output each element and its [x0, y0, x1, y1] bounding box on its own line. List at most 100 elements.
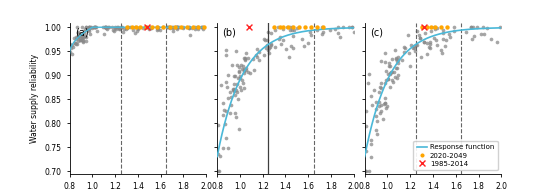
Point: [473, 26, 482, 29]
Point: [243, 56, 252, 59]
Point: [438, 29, 447, 32]
Point: [101, 26, 110, 29]
Point: [223, 86, 232, 89]
Point: [372, 115, 380, 118]
Point: [380, 101, 389, 104]
Point: [278, 38, 287, 41]
Point: [380, 61, 389, 64]
Point: [384, 77, 393, 81]
Point: [170, 26, 179, 29]
Point: [417, 26, 426, 29]
Point: [197, 26, 206, 29]
Point: [73, 36, 82, 39]
Point: [276, 35, 285, 39]
Point: [365, 73, 374, 76]
Point: [238, 67, 247, 71]
Point: [71, 43, 80, 46]
Point: [271, 46, 280, 49]
Point: [394, 61, 403, 64]
Text: (a): (a): [75, 28, 89, 38]
Point: [306, 30, 315, 33]
Point: [233, 82, 242, 86]
Point: [216, 154, 224, 158]
Point: [393, 67, 402, 70]
Point: [172, 26, 181, 29]
Point: [122, 26, 131, 29]
Point: [108, 26, 116, 29]
Y-axis label: Water supply reliability: Water supply reliability: [30, 54, 39, 143]
Point: [109, 28, 118, 31]
Point: [385, 71, 394, 74]
Point: [223, 97, 232, 100]
Point: [145, 28, 154, 31]
Point: [133, 29, 141, 32]
Point: [479, 32, 488, 35]
Text: (c): (c): [370, 28, 383, 38]
Point: [184, 26, 193, 29]
Point: [81, 28, 90, 31]
Point: [237, 63, 246, 66]
Point: [235, 86, 244, 89]
Point: [66, 42, 75, 45]
Point: [461, 31, 470, 34]
Point: [240, 67, 248, 70]
Point: [275, 26, 284, 29]
Point: [303, 42, 312, 45]
Point: [101, 26, 110, 29]
Point: [134, 27, 143, 30]
Point: [376, 82, 385, 85]
Point: [232, 50, 241, 53]
Point: [101, 26, 110, 29]
Point: [348, 26, 356, 29]
Point: [231, 74, 240, 77]
Point: [174, 26, 183, 29]
Point: [141, 26, 150, 29]
Point: [222, 137, 231, 140]
Point: [73, 26, 82, 29]
Point: [167, 26, 176, 29]
Point: [413, 44, 422, 47]
Point: [287, 28, 296, 31]
Point: [68, 43, 77, 46]
Point: [423, 26, 432, 29]
Point: [100, 26, 109, 29]
Point: [105, 26, 114, 29]
Point: [393, 60, 402, 63]
Point: [373, 133, 382, 136]
Point: [153, 26, 162, 29]
Point: [77, 35, 86, 38]
Point: [229, 87, 238, 90]
Point: [405, 64, 414, 67]
Point: [69, 45, 77, 49]
Point: [266, 44, 275, 47]
Point: [364, 170, 373, 173]
Point: [174, 26, 183, 29]
Point: [215, 170, 224, 173]
Point: [78, 36, 87, 39]
Point: [237, 79, 246, 82]
Point: [245, 71, 254, 74]
Point: [367, 138, 376, 142]
Point: [380, 51, 389, 54]
Point: [398, 59, 407, 62]
Point: [222, 110, 231, 113]
Point: [386, 73, 395, 76]
Point: [380, 102, 389, 105]
Point: [184, 26, 193, 29]
Point: [190, 26, 199, 29]
Point: [289, 26, 298, 29]
Point: [199, 26, 208, 29]
Point: [312, 28, 321, 31]
Point: [419, 41, 428, 44]
Point: [171, 26, 180, 29]
Point: [185, 33, 194, 36]
Point: [130, 32, 139, 35]
Point: [264, 31, 273, 34]
Point: [375, 86, 384, 89]
Point: [79, 39, 88, 42]
Point: [165, 26, 174, 29]
Point: [239, 87, 248, 90]
Point: [188, 26, 197, 29]
Point: [345, 26, 354, 29]
Point: [326, 28, 335, 31]
